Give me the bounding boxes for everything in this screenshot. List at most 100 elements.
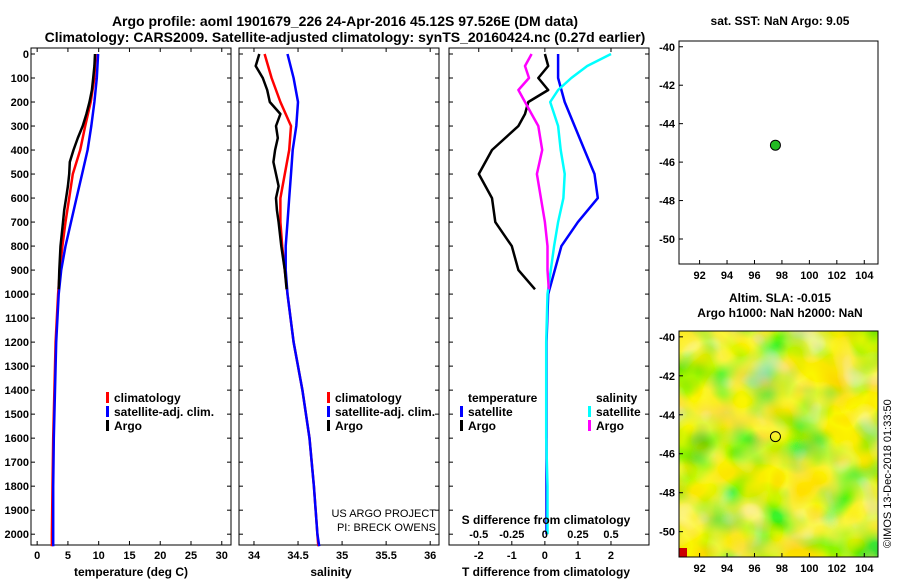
depth-tick-label: 700 xyxy=(11,217,29,229)
difference-legend-temperature: temperature satellite Argo xyxy=(460,391,538,433)
series-line-s-argo xyxy=(517,53,551,290)
series-line-t-satellite xyxy=(545,54,600,535)
x-tick-label: 35 xyxy=(336,550,348,562)
legend-swatch-climatology xyxy=(106,392,109,403)
credit-pi: PI: BRECK OWENS xyxy=(337,522,436,534)
depth-tick-label: 600 xyxy=(11,193,29,205)
map-y-tick-label: -46 xyxy=(659,157,675,169)
x-tick-label: -2 xyxy=(474,550,484,562)
depth-tick-label: 300 xyxy=(11,121,29,133)
legend-label-argo: Argo xyxy=(114,419,142,433)
temperature-series xyxy=(50,53,100,547)
depth-tick-label: 1000 xyxy=(5,289,29,301)
salinity-plot-frame xyxy=(238,47,440,546)
temperature-xlabel: temperature (deg C) xyxy=(74,565,188,579)
depth-tick-label: 400 xyxy=(11,145,29,157)
difference-series xyxy=(477,52,612,535)
x-tick-label: 10 xyxy=(93,550,105,562)
profile-location-marker xyxy=(769,139,781,151)
legend-swatch-s-argo xyxy=(588,420,591,431)
legend-swatch-satellite xyxy=(106,406,109,417)
depth-tick-label: 500 xyxy=(11,169,29,181)
legend-swatch-t-argo xyxy=(460,420,463,431)
salinity-legend: climatology satellite-adj. clim. Argo xyxy=(327,391,435,433)
sla-map-frame xyxy=(678,330,879,558)
profile-location-marker xyxy=(769,431,781,443)
legend-label-t-argo: Argo xyxy=(468,419,496,433)
depth-tick-label: 1600 xyxy=(5,433,29,445)
x-tick-label: -0.25 xyxy=(499,529,524,541)
map-x-tick-label: 96 xyxy=(748,270,760,282)
map-y-tick-label: -50 xyxy=(659,234,675,246)
legend-title-salinity: salinity xyxy=(596,391,638,405)
depth-tick-label: 1700 xyxy=(5,457,29,469)
title-line-1: Argo profile: aoml 1901679_226 24-Apr-20… xyxy=(112,13,578,29)
map-y-tick-label: -48 xyxy=(659,488,675,500)
x-tick-label: 2 xyxy=(608,550,614,562)
depth-tick-label: 100 xyxy=(11,73,29,85)
x-tick-label: 20 xyxy=(154,550,166,562)
series-line-s-satellite xyxy=(544,52,612,535)
map-x-tick-label: 94 xyxy=(721,563,734,575)
series-line-satellite-adj-clim- xyxy=(284,53,321,547)
x-tick-label: -1 xyxy=(507,550,517,562)
salinity-series xyxy=(254,53,321,547)
x-tick-label: 0 xyxy=(542,550,548,562)
map-x-tick-label: 94 xyxy=(721,270,734,282)
depth-tick-label: 1800 xyxy=(5,481,29,493)
series-line-argo xyxy=(57,53,97,290)
map-y-tick-label: -50 xyxy=(659,527,675,539)
map-y-tick-label: -40 xyxy=(659,332,675,344)
salinity-xlabel: salinity xyxy=(310,565,352,579)
map-y-tick-label: -44 xyxy=(659,410,676,422)
map-x-tick-label: 102 xyxy=(828,270,846,282)
legend-label-t-satellite: satellite xyxy=(468,405,513,419)
x-tick-label: 1 xyxy=(575,550,581,562)
legend-label-climatology: climatology xyxy=(114,391,181,405)
map-x-tick-label: 100 xyxy=(800,563,818,575)
depth-tick-label: 1400 xyxy=(5,385,29,397)
difference-legend-salinity: salinity satellite Argo xyxy=(588,391,641,433)
map-y-tick-label: -44 xyxy=(659,119,676,131)
map-x-tick-label: 92 xyxy=(693,563,705,575)
difference-xlabel-top: S difference from climatology xyxy=(462,513,631,527)
map-y-tick-label: -46 xyxy=(659,449,675,461)
title-line-2: Climatology: CARS2009. Satellite-adjuste… xyxy=(45,29,646,45)
legend-label-argo: Argo xyxy=(335,419,363,433)
legend-label-climatology: climatology xyxy=(335,391,402,405)
legend-swatch-t-satellite xyxy=(460,406,463,417)
temperature-plot-frame xyxy=(30,47,232,546)
x-tick-label: 35.5 xyxy=(375,550,396,562)
map-x-tick-label: 104 xyxy=(855,563,874,575)
map-x-tick-label: 104 xyxy=(855,270,874,282)
legend-swatch-climatology xyxy=(327,392,330,403)
x-tick-label: 25 xyxy=(185,550,197,562)
x-tick-label: 0.5 xyxy=(603,529,618,541)
x-tick-label: 34 xyxy=(248,550,261,562)
map-x-tick-label: 92 xyxy=(693,270,705,282)
map-y-tick-label: -42 xyxy=(659,80,675,92)
difference-plot-frame xyxy=(448,47,650,546)
depth-tick-label: 1100 xyxy=(5,313,29,325)
difference-xlabel: T difference from climatology xyxy=(462,565,630,579)
x-tick-label: 34.5 xyxy=(287,550,308,562)
x-tick-label: 15 xyxy=(123,550,135,562)
depth-tick-label: 800 xyxy=(11,241,29,253)
depth-tick-label: 1500 xyxy=(5,409,29,421)
legend-swatch-s-satellite xyxy=(588,406,591,417)
x-tick-label: 30 xyxy=(216,550,228,562)
legend-title-temperature: temperature xyxy=(468,391,538,405)
sst-map-frame xyxy=(678,40,879,265)
depth-tick-label: 900 xyxy=(11,265,29,277)
legend-swatch-satellite xyxy=(327,406,330,417)
depth-tick-label: 2000 xyxy=(5,529,29,541)
sla-map-title-2: Argo h1000: NaN h2000: NaN xyxy=(697,306,862,320)
legend-label-s-argo: Argo xyxy=(596,419,624,433)
map-x-tick-label: 96 xyxy=(748,563,760,575)
sst-map-title: sat. SST: NaN Argo: 9.05 xyxy=(711,14,850,28)
x-tick-label: 0.25 xyxy=(567,529,588,541)
map-x-tick-label: 102 xyxy=(828,563,846,575)
sla-heatmap xyxy=(679,331,878,557)
legend-swatch-argo xyxy=(327,420,330,431)
